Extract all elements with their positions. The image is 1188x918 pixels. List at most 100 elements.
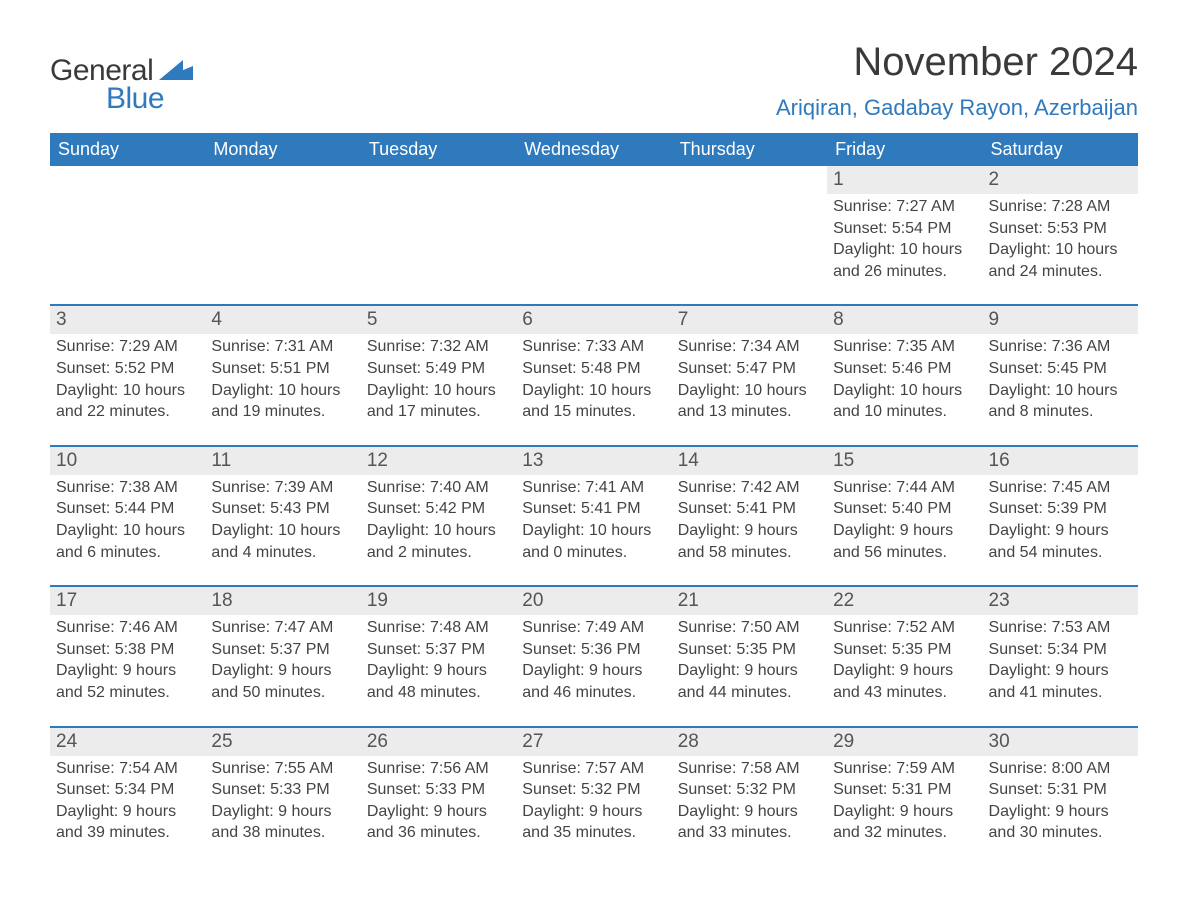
sunset-text: Sunset: 5:32 PM [522,779,665,801]
day-number: 14 [672,447,827,475]
day-details: Sunrise: 7:46 AMSunset: 5:38 PMDaylight:… [50,615,205,707]
calendar-day: 8Sunrise: 7:35 AMSunset: 5:46 PMDaylight… [827,306,982,426]
daylight-text: Daylight: 10 hours and 8 minutes. [989,380,1132,423]
calendar-day: 20Sunrise: 7:49 AMSunset: 5:36 PMDayligh… [516,587,671,707]
daylight-text: Daylight: 9 hours and 32 minutes. [833,801,976,844]
day-number: 16 [983,447,1138,475]
daylight-text: Daylight: 10 hours and 19 minutes. [211,380,354,423]
day-number: 23 [983,587,1138,615]
daylight-text: Daylight: 10 hours and 2 minutes. [367,520,510,563]
sunrise-text: Sunrise: 7:31 AM [211,336,354,358]
sunrise-text: Sunrise: 7:57 AM [522,758,665,780]
sunrise-text: Sunrise: 7:44 AM [833,477,976,499]
day-number: 10 [50,447,205,475]
calendar-day: 15Sunrise: 7:44 AMSunset: 5:40 PMDayligh… [827,447,982,567]
day-details: Sunrise: 7:36 AMSunset: 5:45 PMDaylight:… [983,334,1138,426]
day-details: Sunrise: 7:58 AMSunset: 5:32 PMDaylight:… [672,756,827,848]
calendar-day: . [361,166,516,286]
daylight-text: Daylight: 9 hours and 46 minutes. [522,660,665,703]
day-details: Sunrise: 7:34 AMSunset: 5:47 PMDaylight:… [672,334,827,426]
calendar-day: 18Sunrise: 7:47 AMSunset: 5:37 PMDayligh… [205,587,360,707]
header: General Blue November 2024 Ariqiran, Gad… [50,40,1138,121]
day-details: Sunrise: 7:39 AMSunset: 5:43 PMDaylight:… [205,475,360,567]
sunrise-text: Sunrise: 7:53 AM [989,617,1132,639]
calendar-day: 11Sunrise: 7:39 AMSunset: 5:43 PMDayligh… [205,447,360,567]
sunset-text: Sunset: 5:39 PM [989,498,1132,520]
day-number: 19 [361,587,516,615]
sunrise-text: Sunrise: 7:39 AM [211,477,354,499]
day-details: Sunrise: 7:35 AMSunset: 5:46 PMDaylight:… [827,334,982,426]
calendar-day: 25Sunrise: 7:55 AMSunset: 5:33 PMDayligh… [205,728,360,848]
day-number: 11 [205,447,360,475]
sunset-text: Sunset: 5:54 PM [833,218,976,240]
day-details: Sunrise: 7:28 AMSunset: 5:53 PMDaylight:… [983,194,1138,286]
day-number: 12 [361,447,516,475]
day-details: Sunrise: 7:52 AMSunset: 5:35 PMDaylight:… [827,615,982,707]
calendar-week: .....1Sunrise: 7:27 AMSunset: 5:54 PMDay… [50,166,1138,286]
daylight-text: Daylight: 9 hours and 52 minutes. [56,660,199,703]
calendar-body: .....1Sunrise: 7:27 AMSunset: 5:54 PMDay… [50,166,1138,848]
calendar-day: 19Sunrise: 7:48 AMSunset: 5:37 PMDayligh… [361,587,516,707]
daylight-text: Daylight: 10 hours and 17 minutes. [367,380,510,423]
calendar-day: 26Sunrise: 7:56 AMSunset: 5:33 PMDayligh… [361,728,516,848]
calendar: SundayMondayTuesdayWednesdayThursdayFrid… [50,133,1138,848]
day-number: 2 [983,166,1138,194]
sunset-text: Sunset: 5:34 PM [56,779,199,801]
day-details: Sunrise: 7:31 AMSunset: 5:51 PMDaylight:… [205,334,360,426]
daylight-text: Daylight: 9 hours and 35 minutes. [522,801,665,844]
day-number: 27 [516,728,671,756]
sunset-text: Sunset: 5:41 PM [678,498,821,520]
calendar-week: 10Sunrise: 7:38 AMSunset: 5:44 PMDayligh… [50,445,1138,567]
daylight-text: Daylight: 10 hours and 4 minutes. [211,520,354,563]
day-number: 25 [205,728,360,756]
daylight-text: Daylight: 9 hours and 54 minutes. [989,520,1132,563]
sunrise-text: Sunrise: 7:48 AM [367,617,510,639]
sunset-text: Sunset: 5:51 PM [211,358,354,380]
calendar-day: 16Sunrise: 7:45 AMSunset: 5:39 PMDayligh… [983,447,1138,567]
sunrise-text: Sunrise: 7:59 AM [833,758,976,780]
daylight-text: Daylight: 10 hours and 0 minutes. [522,520,665,563]
calendar-day: 23Sunrise: 7:53 AMSunset: 5:34 PMDayligh… [983,587,1138,707]
day-details: Sunrise: 7:32 AMSunset: 5:49 PMDaylight:… [361,334,516,426]
calendar-day: 9Sunrise: 7:36 AMSunset: 5:45 PMDaylight… [983,306,1138,426]
day-number: 5 [361,306,516,334]
daylight-text: Daylight: 10 hours and 6 minutes. [56,520,199,563]
sunset-text: Sunset: 5:52 PM [56,358,199,380]
brand-word2: Blue [106,82,164,116]
day-number: 24 [50,728,205,756]
daylight-text: Daylight: 10 hours and 24 minutes. [989,239,1132,282]
day-number: 1 [827,166,982,194]
location-subtitle: Ariqiran, Gadabay Rayon, Azerbaijan [776,95,1138,121]
day-details: Sunrise: 7:57 AMSunset: 5:32 PMDaylight:… [516,756,671,848]
day-number: 15 [827,447,982,475]
sunrise-text: Sunrise: 8:00 AM [989,758,1132,780]
sunset-text: Sunset: 5:40 PM [833,498,976,520]
day-number: 21 [672,587,827,615]
calendar-day: 4Sunrise: 7:31 AMSunset: 5:51 PMDaylight… [205,306,360,426]
daylight-text: Daylight: 9 hours and 50 minutes. [211,660,354,703]
sunset-text: Sunset: 5:43 PM [211,498,354,520]
day-number: 29 [827,728,982,756]
daylight-text: Daylight: 10 hours and 13 minutes. [678,380,821,423]
calendar-week: 3Sunrise: 7:29 AMSunset: 5:52 PMDaylight… [50,304,1138,426]
brand-logo: General Blue [50,54,193,116]
day-number: 26 [361,728,516,756]
daylight-text: Daylight: 9 hours and 44 minutes. [678,660,821,703]
sunset-text: Sunset: 5:34 PM [989,639,1132,661]
sunrise-text: Sunrise: 7:27 AM [833,196,976,218]
title-block: November 2024 Ariqiran, Gadabay Rayon, A… [776,40,1138,121]
sunset-text: Sunset: 5:42 PM [367,498,510,520]
calendar-day: . [50,166,205,286]
day-details: Sunrise: 7:59 AMSunset: 5:31 PMDaylight:… [827,756,982,848]
sunset-text: Sunset: 5:37 PM [211,639,354,661]
day-details: Sunrise: 7:33 AMSunset: 5:48 PMDaylight:… [516,334,671,426]
daylight-text: Daylight: 9 hours and 56 minutes. [833,520,976,563]
sunset-text: Sunset: 5:33 PM [367,779,510,801]
sunrise-text: Sunrise: 7:58 AM [678,758,821,780]
weekday-label: Thursday [672,133,827,166]
brand-flag-icon [159,58,193,85]
sunrise-text: Sunrise: 7:50 AM [678,617,821,639]
day-details: Sunrise: 7:44 AMSunset: 5:40 PMDaylight:… [827,475,982,567]
sunrise-text: Sunrise: 7:45 AM [989,477,1132,499]
day-number: 4 [205,306,360,334]
